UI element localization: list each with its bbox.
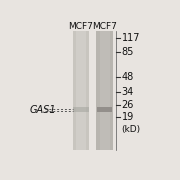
Bar <box>73 107 89 112</box>
Bar <box>76 31 86 150</box>
Bar <box>100 31 110 150</box>
Bar <box>73 31 89 150</box>
Text: 117: 117 <box>122 33 140 42</box>
Text: 48: 48 <box>122 72 134 82</box>
Text: 85: 85 <box>122 47 134 57</box>
Bar <box>96 31 113 150</box>
Text: MCF7: MCF7 <box>68 22 93 31</box>
Text: 34: 34 <box>122 87 134 97</box>
Bar <box>97 107 112 112</box>
Text: (kD): (kD) <box>122 125 141 134</box>
Text: 26: 26 <box>122 100 134 110</box>
Text: MCF7: MCF7 <box>92 22 116 31</box>
Text: 19: 19 <box>122 112 134 122</box>
Text: GAS1: GAS1 <box>30 105 56 115</box>
